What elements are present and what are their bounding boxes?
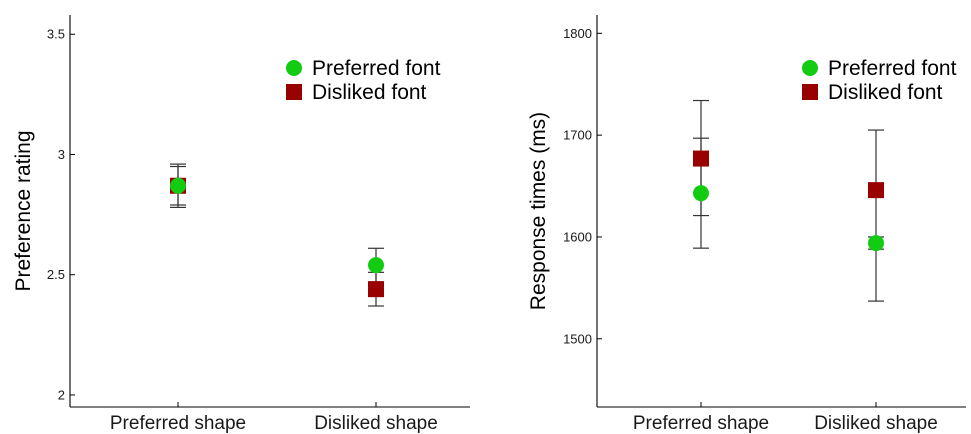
y-tick-label: 3.5 bbox=[47, 27, 65, 42]
error-bar-disliked-font-disliked-shape bbox=[868, 129, 884, 302]
legend-marker-disliked-font bbox=[802, 84, 818, 100]
data-point-preferred-font-preferred-shape bbox=[693, 185, 709, 202]
chart-panel-preference-rating: 2 2.5 3 3.5 Preferred shape Disliked shape Pre… bbox=[12, 15, 470, 434]
data-point-disliked-font-disliked-shape bbox=[868, 182, 884, 199]
x-category-label-disliked-shape: Disliked shape bbox=[814, 413, 938, 434]
y-tick-label: 1600 bbox=[563, 229, 592, 244]
legend-marker-preferred-font bbox=[802, 60, 818, 76]
data-point-preferred-font-disliked-shape bbox=[368, 257, 384, 274]
legend-label-disliked-font: Disliked font bbox=[828, 81, 943, 104]
y-tick-label: 2 bbox=[58, 387, 65, 402]
y-axis-title: Preference rating bbox=[12, 130, 35, 291]
legend-marker-disliked-font bbox=[286, 84, 302, 100]
legend-label-disliked-font: Disliked font bbox=[312, 81, 427, 104]
data-point-disliked-font-preferred-shape bbox=[693, 150, 709, 167]
y-tick-label: 1800 bbox=[563, 26, 592, 41]
data-point-preferred-font-preferred-shape bbox=[170, 177, 186, 194]
y-axis-title: Response times (ms) bbox=[527, 112, 550, 310]
chart-panel-response-times: 1500 1600 1700 1800 Preferred shape Disliked … bbox=[527, 15, 966, 434]
y-tick-label: 2.5 bbox=[47, 267, 65, 282]
data-point-disliked-font-disliked-shape bbox=[368, 281, 384, 298]
legend-marker-preferred-font bbox=[286, 60, 302, 76]
legend-label-preferred-font: Preferred font bbox=[828, 57, 957, 80]
y-tick-label: 1700 bbox=[563, 128, 592, 143]
data-point-preferred-font-disliked-shape bbox=[868, 235, 884, 252]
legend-label-preferred-font: Preferred font bbox=[312, 57, 441, 80]
y-tick-label: 1500 bbox=[563, 331, 592, 346]
x-category-label-disliked-shape: Disliked shape bbox=[314, 413, 438, 434]
x-category-label-preferred-shape: Preferred shape bbox=[110, 413, 246, 434]
y-tick-label: 3 bbox=[58, 147, 65, 162]
x-category-label-preferred-shape: Preferred shape bbox=[633, 413, 769, 434]
